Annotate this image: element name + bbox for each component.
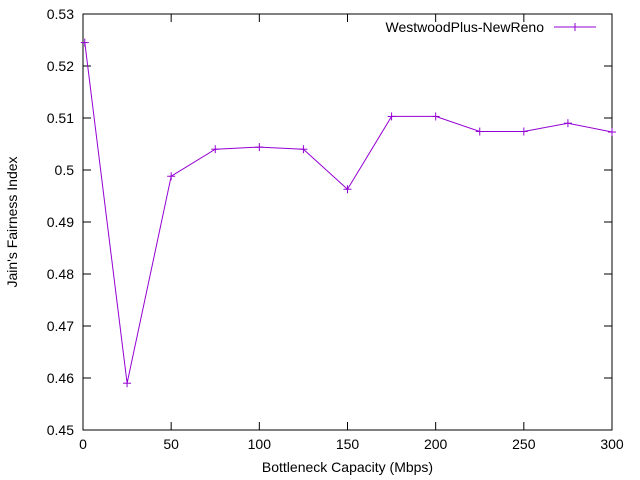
data-point-marker xyxy=(123,379,132,388)
x-tick-label: 200 xyxy=(424,436,448,452)
y-tick-label: 0.52 xyxy=(47,58,74,74)
y-tick-label: 0.45 xyxy=(47,422,74,438)
x-tick-label: 300 xyxy=(600,436,624,452)
y-axis-ticks: 0.45 0.46 0.47 0.48 0.49 0.5 0.51 0.52 0.53 xyxy=(47,6,612,438)
y-tick-label: 0.47 xyxy=(47,318,74,334)
data-point-marker xyxy=(255,143,264,152)
data-point-marker xyxy=(519,127,528,136)
data-point-marker xyxy=(167,172,176,181)
data-point-marker xyxy=(608,128,616,137)
x-axis-label: Bottleneck Capacity (Mbps) xyxy=(262,459,433,475)
legend-marker xyxy=(571,23,579,31)
plot-frame xyxy=(82,13,613,431)
x-tick-label: 100 xyxy=(248,436,272,452)
x-tick-label: 150 xyxy=(336,436,360,452)
x-tick-label: 50 xyxy=(163,436,179,452)
x-tick-label: 0 xyxy=(79,436,87,452)
y-tick-label: 0.49 xyxy=(47,214,74,230)
data-point-marker xyxy=(563,119,572,128)
data-point-marker xyxy=(211,145,220,154)
y-tick-label: 0.51 xyxy=(47,110,74,126)
legend-label: WestwoodPlus-NewReno xyxy=(386,19,545,35)
data-point-marker xyxy=(475,127,484,136)
y-tick-label: 0.5 xyxy=(55,162,75,178)
x-axis-ticks: 0 50 100 150 200 250 300 xyxy=(79,14,624,452)
y-tick-label: 0.48 xyxy=(47,266,74,282)
x-tick-label: 250 xyxy=(512,436,536,452)
y-axis-label: Jain's Fairness Index xyxy=(4,156,20,287)
series-layer xyxy=(80,38,616,388)
series-line xyxy=(84,42,613,384)
data-point-marker xyxy=(387,112,396,121)
data-point-marker xyxy=(299,145,308,154)
data-point-marker xyxy=(80,38,89,47)
y-tick-label: 0.46 xyxy=(47,370,74,386)
legend: WestwoodPlus-NewReno xyxy=(386,19,596,35)
y-tick-label: 0.53 xyxy=(47,6,74,22)
data-point-marker xyxy=(431,112,440,121)
data-point-marker xyxy=(343,185,352,194)
